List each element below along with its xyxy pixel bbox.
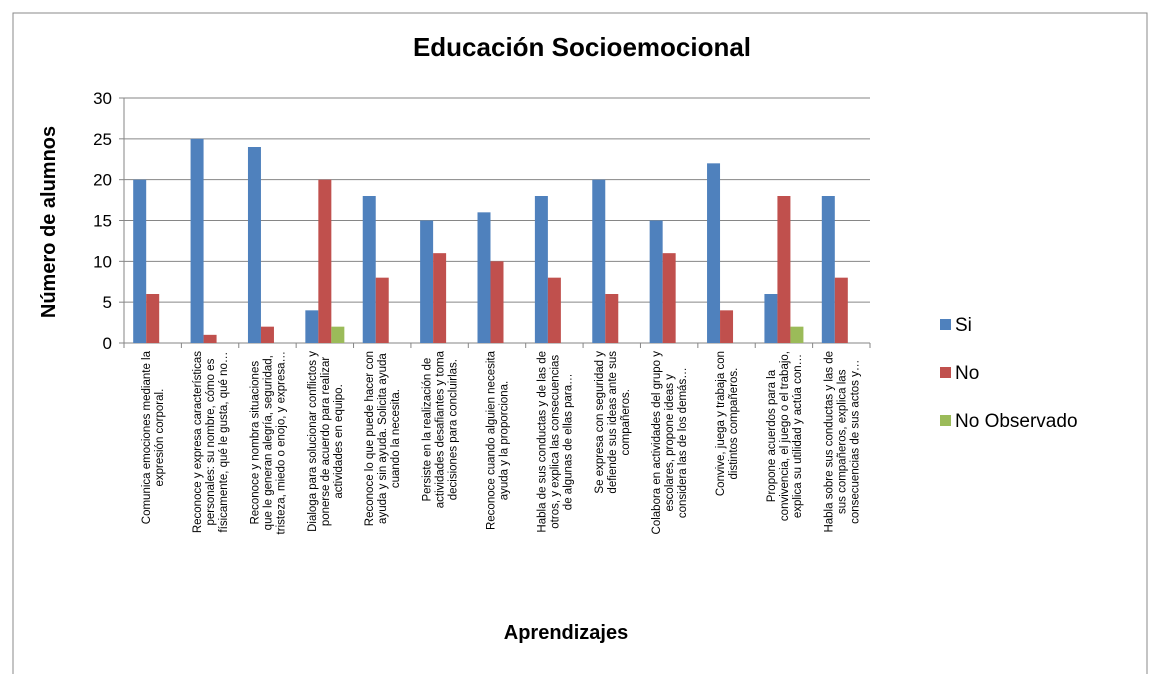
bar (305, 310, 319, 343)
x-tick-label: ayuda y sin ayuda. Solicita ayuda (377, 353, 389, 524)
x-tick-label: Dialoga para solucionar conflictos y (307, 351, 319, 532)
x-tick-label: decisiones para concluirlas. (448, 359, 460, 500)
chart-title: Educación Socioemocional (413, 32, 751, 62)
x-tick-label: compañeros. (620, 389, 632, 455)
y-tick-label: 15 (93, 212, 112, 231)
bar (433, 253, 447, 343)
x-tick-label: sus compañeros, explica las (836, 369, 848, 514)
bar (592, 179, 606, 343)
x-tick-label: ayuda y la proporciona. (499, 381, 511, 501)
bar (247, 147, 261, 343)
x-tick-label: actividades desafiantes y toma (435, 350, 447, 508)
x-tick-label: ponerse de acuerdo para realizar (320, 357, 332, 527)
x-tick-label: Reconoce y nombra situaciones (249, 361, 261, 525)
x-tick-label: distintos compañeros. (728, 368, 740, 480)
legend-swatch (940, 367, 951, 378)
x-axis-label: Aprendizajes (504, 622, 628, 644)
bar (490, 261, 504, 343)
y-tick-label: 0 (103, 334, 112, 353)
x-tick-label: que le generan alegría, seguridad, (262, 355, 274, 530)
x-tick-label: Habla de sus conductas y de las de (536, 351, 548, 533)
bar (375, 277, 389, 343)
legend-label: No Observado (955, 411, 1078, 432)
x-tick-label: considera las de los demás… (677, 367, 689, 518)
bar (260, 326, 274, 343)
bar (362, 196, 376, 343)
x-tick-label: tristeza, miedo o enojo, y expresa… (275, 351, 287, 534)
x-tick-label: Propone acuerdos para la (766, 369, 778, 502)
y-axis-label: Número de alumnos (38, 126, 60, 318)
bar (547, 277, 561, 343)
bar (707, 163, 721, 343)
bar (764, 294, 778, 343)
bar (146, 294, 160, 343)
legend-swatch (940, 415, 951, 426)
x-tick-label: Reconoce y expresa características (192, 351, 204, 533)
x-tick-label: de algunas de ellas para… (562, 373, 574, 510)
bar (605, 294, 619, 343)
x-tick-label: Reconoce lo que puede hacer con (364, 351, 376, 526)
bar (534, 196, 548, 343)
x-tick-label: Colabora en actividades del grupo y (651, 351, 663, 535)
x-tick-label: Comunica emociones mediante la (141, 350, 153, 524)
y-tick-label: 20 (93, 171, 112, 190)
x-tick-label: consecuencias de sus actos y… (849, 360, 861, 524)
x-tick-label: defiende sus ideas ante sus (607, 351, 619, 494)
bar (331, 326, 345, 343)
bar (477, 212, 491, 343)
bar (821, 196, 835, 343)
legend-swatch (940, 319, 951, 330)
bar (420, 220, 434, 343)
bar (318, 179, 332, 343)
x-tick-label: físicamente, qué le gusta, qué no… (218, 352, 230, 533)
bar (133, 179, 147, 343)
chart-border (12, 12, 1148, 674)
x-tick-label: explica su utilidad y actúa con… (792, 354, 804, 518)
bar (662, 253, 676, 343)
bar (834, 277, 848, 343)
legend-label: No (955, 363, 979, 384)
legend-label: Si (955, 315, 972, 336)
y-tick-label: 25 (93, 130, 112, 149)
x-tick-label: Persiste en la realización de (422, 358, 434, 502)
x-tick-label: actividades en equipo. (333, 384, 345, 498)
y-tick-label: 5 (103, 293, 112, 312)
x-tick-label: cuando la necesita. (390, 389, 402, 488)
x-tick-label: Convive, juega y trabaja con (715, 351, 727, 496)
x-tick-label: Se expresa con seguridad y (594, 351, 606, 494)
x-tick-label: otros, y explica las consecuencias (549, 355, 561, 529)
x-tick-label: escolares, propone ideas y (664, 374, 676, 512)
bar (777, 196, 791, 343)
x-tick-label: personales: su nombre, cómo es (205, 358, 217, 525)
x-tick-label: convivencia, el juego o el trabajo, (779, 351, 791, 521)
y-tick-label: 10 (93, 252, 112, 271)
bar (790, 326, 804, 343)
x-tick-label: expresión corporal. (154, 389, 166, 487)
bar (203, 334, 217, 343)
y-tick-label: 30 (93, 89, 112, 108)
bar (649, 220, 663, 343)
bar (190, 138, 204, 343)
x-tick-label: Habla sobre sus conductas y las de (823, 351, 835, 533)
x-tick-label: Reconoce cuando alguien necesita (486, 350, 498, 530)
bar (720, 310, 734, 343)
